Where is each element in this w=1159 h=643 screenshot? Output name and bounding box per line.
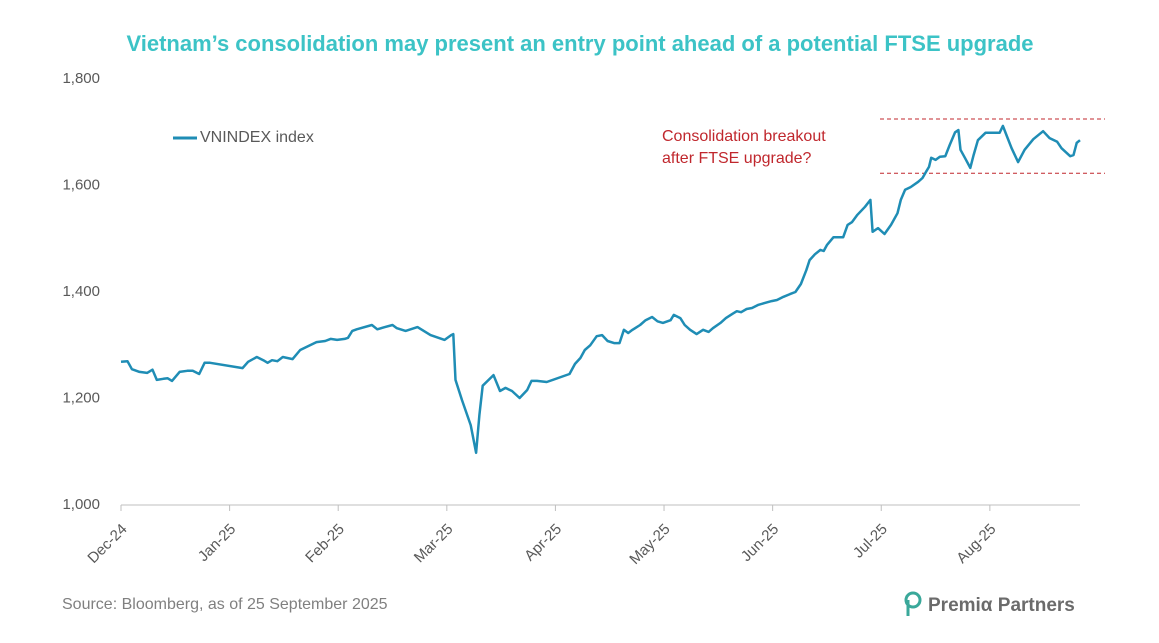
source-note: Source: Bloomberg, as of 25 September 20… (62, 596, 388, 613)
logo: Premiα Partners (904, 591, 1075, 616)
annotation: Consolidation breakout (662, 128, 826, 145)
x-tick-label: Jul-25 (850, 521, 891, 562)
y-tick-label: 1,800 (62, 70, 100, 87)
x-tick-label: Dec-24 (84, 521, 130, 567)
annotation: after FTSE upgrade? (662, 150, 812, 167)
y-tick-label: 1,400 (62, 283, 100, 300)
series-line (120, 124, 1081, 455)
y-tick-label: 1,600 (62, 176, 100, 193)
x-tick-label: Jun-25 (738, 521, 782, 565)
logo-icon (904, 591, 922, 609)
x-tick-label: Aug-25 (953, 521, 999, 567)
x-tick-label: Apr-25 (521, 521, 565, 565)
y-tick-label: 1,200 (62, 389, 100, 406)
x-tick-label: May-25 (626, 521, 673, 568)
y-tick-label: 1,000 (62, 496, 100, 513)
chart-title: Vietnam’s consolidation may present an e… (126, 31, 1033, 56)
x-tick-label: Mar-25 (411, 521, 457, 567)
x-tick-label: Jan-25 (195, 521, 239, 565)
x-tick-label: Feb-25 (302, 521, 348, 567)
legend-label: VNINDEX index (200, 129, 314, 146)
logo-text: Premiα Partners (928, 595, 1075, 616)
